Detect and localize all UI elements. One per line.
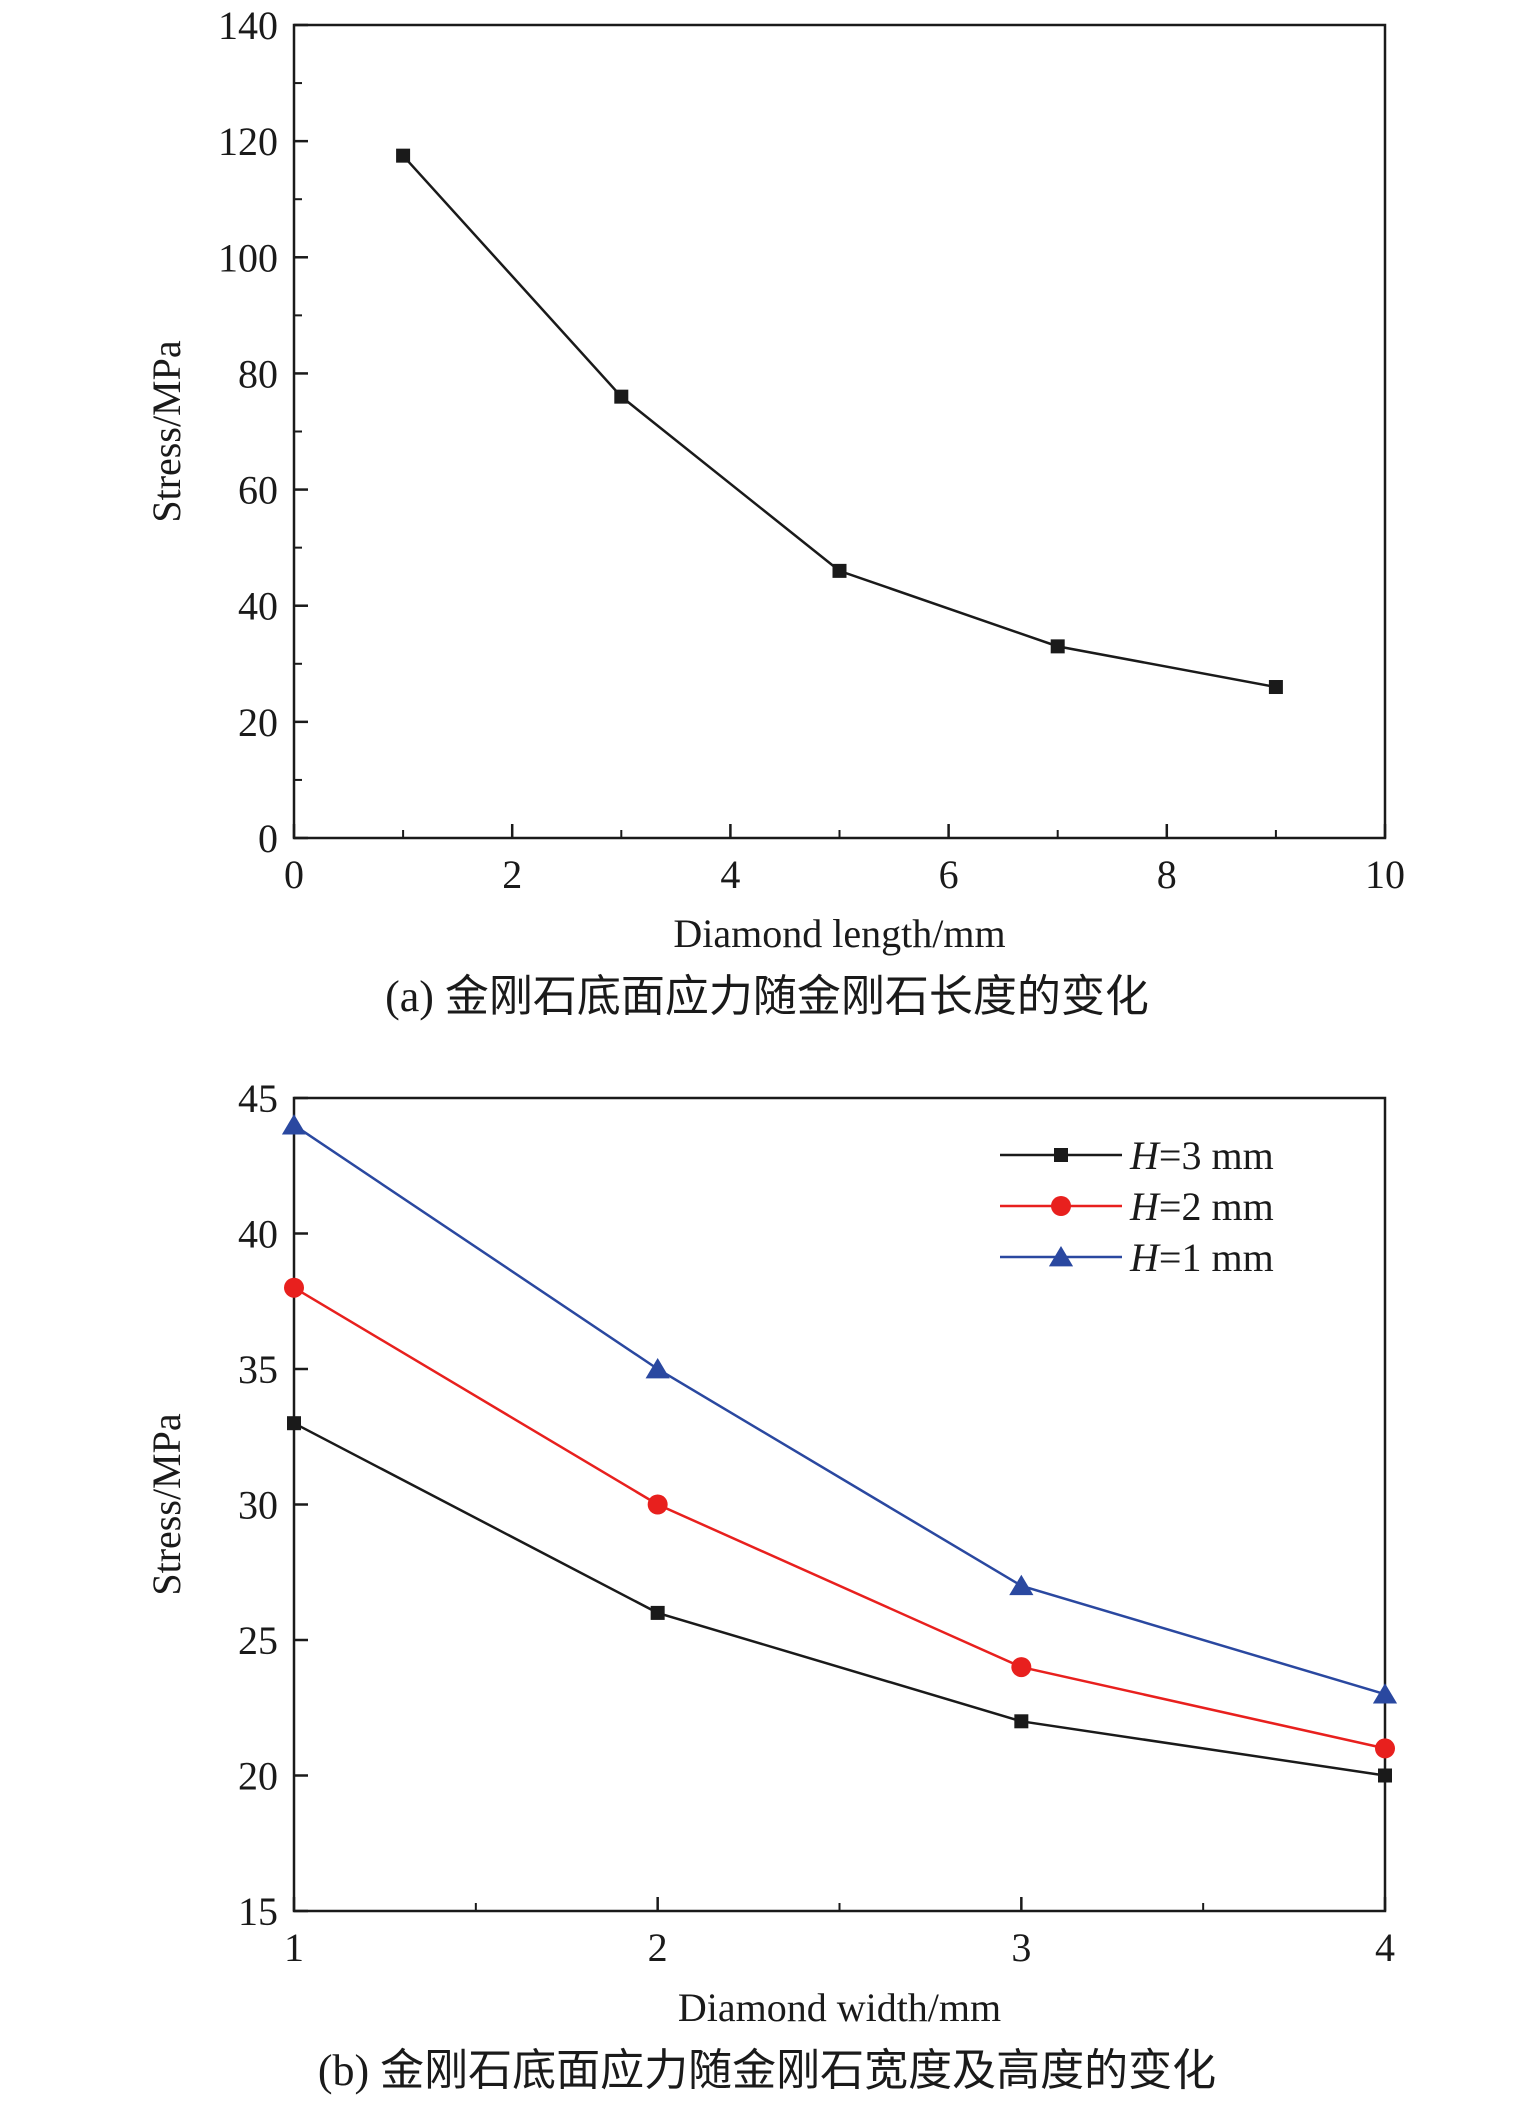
legend-label-symbol: H xyxy=(1129,1133,1161,1178)
data-point xyxy=(1050,639,1065,654)
data-point xyxy=(1372,1683,1398,1704)
data-point xyxy=(614,389,629,404)
legend-label: H=2 mm xyxy=(1129,1184,1274,1229)
chart-caption: (b) 金刚石底面应力随金刚石宽度及高度的变化 xyxy=(318,2046,1216,2095)
series-line xyxy=(293,1124,1386,1696)
legend-marker xyxy=(1051,1196,1071,1216)
y-axis-label: Stress/MPa xyxy=(144,340,189,522)
data-point xyxy=(1378,1768,1392,1783)
x-tick-label: 4 xyxy=(1375,1925,1395,1970)
x-axis-label: Diamond length/mm xyxy=(673,911,1005,956)
y-tick-label: 35 xyxy=(238,1347,278,1392)
legend-label-rest: =1 mm xyxy=(1159,1235,1274,1280)
y-tick-label: 20 xyxy=(238,1754,278,1799)
y-tick-label: 60 xyxy=(238,468,278,513)
x-tick-label: 2 xyxy=(502,852,522,897)
data-point xyxy=(1011,1657,1032,1678)
y-tick-label: 40 xyxy=(238,584,278,629)
y-tick-label: 120 xyxy=(218,119,278,164)
data-point xyxy=(1375,1738,1395,1759)
legend-marker xyxy=(1054,1148,1068,1162)
legend-label: H=3 mm xyxy=(1129,1133,1274,1178)
legend-marker xyxy=(1048,1246,1074,1267)
legend-label-symbol: H xyxy=(1129,1184,1161,1229)
chart-b: 1 2 3 4 15 20 25 30 35 40 45 Diamond width/mm Stress… xyxy=(144,1076,1398,2095)
data-point xyxy=(650,1605,665,1620)
y-tick-label: 100 xyxy=(218,235,278,280)
y-axis-label: Stress/MPa xyxy=(144,1413,189,1595)
y-tick-label: 15 xyxy=(238,1889,278,1934)
plot-frame xyxy=(292,23,1387,840)
x-tick-label: 2 xyxy=(648,1925,668,1970)
y-tick-label: 45 xyxy=(238,1076,278,1121)
y-tick-label: 80 xyxy=(238,351,278,396)
y-tick-label: 0 xyxy=(258,816,278,861)
x-tick-label: 4 xyxy=(720,852,740,897)
chart-caption: (a) 金刚石底面应力随金刚石长度的变化 xyxy=(385,972,1149,1021)
data-point xyxy=(1268,680,1283,695)
legend-label-symbol: H xyxy=(1129,1235,1161,1280)
x-tick-label: 3 xyxy=(1011,1925,1031,1970)
legend-label: H=1 mm xyxy=(1129,1235,1274,1280)
x-tick-label: 8 xyxy=(1157,852,1177,897)
x-axis-label: Diamond width/mm xyxy=(678,1985,1001,2030)
x-tick-label: 6 xyxy=(939,852,959,897)
data-point xyxy=(284,1277,304,1298)
x-tick-label: 10 xyxy=(1365,852,1405,897)
x-tick-label: 1 xyxy=(284,1925,304,1970)
data-point xyxy=(1009,1574,1034,1596)
series-line xyxy=(293,1286,1386,1750)
y-tick-label: 20 xyxy=(238,700,278,745)
series-line xyxy=(402,154,1277,689)
data-point xyxy=(1014,1714,1029,1729)
data-point xyxy=(647,1494,668,1515)
data-point xyxy=(281,1114,307,1135)
legend-label-rest: =2 mm xyxy=(1159,1184,1274,1229)
data-point xyxy=(287,1416,301,1431)
data-point xyxy=(645,1358,670,1379)
y-tick-label: 30 xyxy=(238,1483,278,1528)
legend: H=3 mmH=2 mmH=1 mm xyxy=(1000,1133,1274,1280)
y-tick-label: 40 xyxy=(238,1212,278,1257)
data-point xyxy=(396,148,411,163)
series-line xyxy=(293,1422,1386,1777)
legend-label-rest: =3 mm xyxy=(1159,1133,1274,1178)
y-tick-label: 140 xyxy=(218,3,278,48)
data-point xyxy=(832,563,847,578)
x-tick-label: 0 xyxy=(284,852,304,897)
y-tick-label: 25 xyxy=(238,1618,278,1663)
